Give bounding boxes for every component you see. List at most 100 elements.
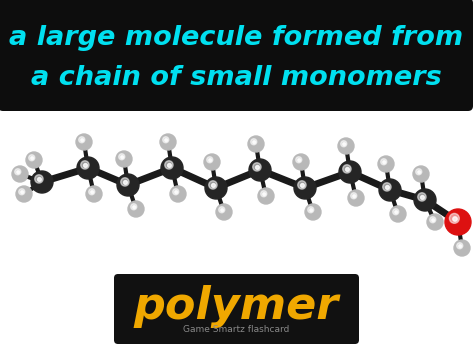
Circle shape bbox=[343, 143, 346, 146]
Circle shape bbox=[209, 181, 217, 189]
Circle shape bbox=[133, 206, 136, 208]
Circle shape bbox=[459, 245, 462, 247]
Circle shape bbox=[163, 137, 169, 143]
Circle shape bbox=[258, 188, 274, 204]
Circle shape bbox=[300, 184, 304, 187]
Text: a large molecule formed from: a large molecule formed from bbox=[9, 25, 463, 51]
Circle shape bbox=[128, 201, 144, 217]
Circle shape bbox=[449, 213, 459, 223]
Circle shape bbox=[89, 189, 95, 195]
Circle shape bbox=[161, 157, 183, 179]
Circle shape bbox=[341, 141, 347, 147]
Circle shape bbox=[414, 189, 436, 211]
Circle shape bbox=[445, 209, 471, 235]
FancyBboxPatch shape bbox=[114, 274, 359, 344]
Circle shape bbox=[221, 209, 224, 212]
Circle shape bbox=[117, 174, 139, 196]
Circle shape bbox=[121, 178, 129, 186]
Circle shape bbox=[454, 240, 470, 256]
Circle shape bbox=[427, 214, 443, 230]
Circle shape bbox=[418, 193, 426, 201]
Text: Game Smartz flashcard: Game Smartz flashcard bbox=[183, 326, 289, 334]
Circle shape bbox=[81, 161, 89, 169]
Circle shape bbox=[378, 156, 394, 172]
Circle shape bbox=[385, 186, 389, 189]
Circle shape bbox=[15, 169, 21, 175]
Circle shape bbox=[432, 219, 435, 222]
Circle shape bbox=[91, 191, 94, 193]
Circle shape bbox=[160, 134, 176, 150]
Circle shape bbox=[209, 159, 211, 162]
Circle shape bbox=[167, 164, 171, 167]
Circle shape bbox=[211, 184, 215, 187]
Circle shape bbox=[293, 154, 309, 170]
Circle shape bbox=[29, 155, 35, 161]
Text: a chain of small monomers: a chain of small monomers bbox=[31, 65, 441, 91]
Circle shape bbox=[21, 191, 24, 193]
Circle shape bbox=[416, 169, 422, 175]
Circle shape bbox=[353, 195, 356, 197]
Circle shape bbox=[170, 186, 186, 202]
Circle shape bbox=[31, 171, 53, 193]
Circle shape bbox=[81, 139, 84, 142]
Circle shape bbox=[16, 186, 32, 202]
Circle shape bbox=[413, 166, 429, 182]
Circle shape bbox=[350, 193, 357, 199]
Circle shape bbox=[216, 204, 232, 220]
Circle shape bbox=[339, 161, 361, 183]
Circle shape bbox=[429, 217, 436, 223]
Circle shape bbox=[346, 168, 350, 171]
FancyBboxPatch shape bbox=[0, 0, 473, 111]
Circle shape bbox=[390, 206, 406, 222]
Circle shape bbox=[219, 207, 225, 213]
Text: polymer: polymer bbox=[133, 284, 339, 328]
Circle shape bbox=[263, 193, 265, 196]
Circle shape bbox=[457, 243, 463, 249]
Circle shape bbox=[86, 186, 102, 202]
Circle shape bbox=[79, 137, 85, 143]
Circle shape bbox=[121, 156, 123, 159]
Circle shape bbox=[77, 157, 99, 179]
Circle shape bbox=[298, 181, 306, 189]
Circle shape bbox=[165, 161, 173, 169]
Circle shape bbox=[248, 136, 264, 152]
Circle shape bbox=[383, 183, 391, 191]
Circle shape bbox=[255, 165, 259, 169]
Circle shape bbox=[294, 177, 316, 199]
Circle shape bbox=[19, 189, 25, 195]
Circle shape bbox=[418, 171, 420, 174]
Circle shape bbox=[37, 178, 41, 181]
Circle shape bbox=[393, 209, 399, 215]
Circle shape bbox=[207, 157, 213, 163]
Circle shape bbox=[116, 151, 132, 167]
Circle shape bbox=[420, 196, 424, 200]
Circle shape bbox=[26, 152, 42, 168]
Circle shape bbox=[84, 164, 88, 167]
Circle shape bbox=[381, 159, 387, 165]
Circle shape bbox=[383, 161, 385, 164]
Circle shape bbox=[173, 189, 179, 195]
Circle shape bbox=[305, 204, 321, 220]
Circle shape bbox=[310, 209, 313, 212]
Circle shape bbox=[31, 157, 34, 159]
Circle shape bbox=[338, 138, 354, 154]
Circle shape bbox=[253, 141, 255, 143]
Circle shape bbox=[251, 139, 257, 145]
Circle shape bbox=[175, 191, 177, 193]
Circle shape bbox=[119, 154, 125, 160]
Circle shape bbox=[12, 166, 28, 182]
Circle shape bbox=[249, 159, 271, 181]
Circle shape bbox=[17, 171, 19, 174]
Circle shape bbox=[296, 157, 302, 163]
Circle shape bbox=[35, 175, 43, 183]
Circle shape bbox=[165, 139, 167, 142]
Circle shape bbox=[123, 181, 127, 184]
Circle shape bbox=[253, 163, 261, 171]
Circle shape bbox=[298, 159, 300, 162]
Circle shape bbox=[343, 165, 351, 173]
Circle shape bbox=[348, 190, 364, 206]
Circle shape bbox=[308, 207, 314, 213]
Circle shape bbox=[204, 154, 220, 170]
Circle shape bbox=[261, 191, 267, 197]
Circle shape bbox=[76, 134, 92, 150]
